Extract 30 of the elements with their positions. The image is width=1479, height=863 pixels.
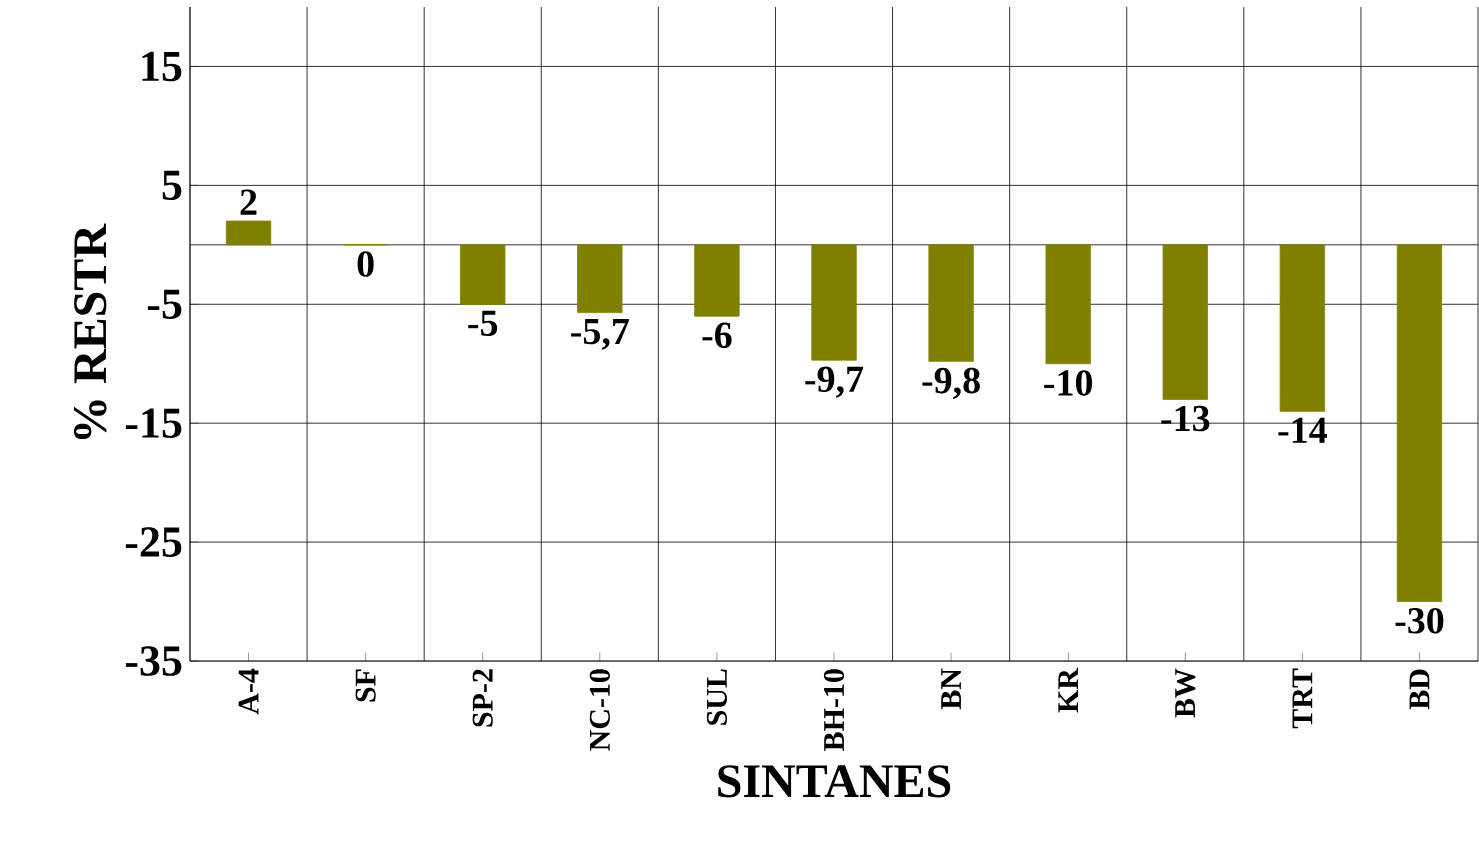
data-label: -30 bbox=[1395, 607, 1444, 634]
x-tick-label: BH-10 bbox=[823, 669, 845, 751]
data-label: -5 bbox=[468, 310, 498, 336]
x-tick-label: NC-10 bbox=[589, 669, 610, 751]
x-tick-label: KR bbox=[1058, 667, 1079, 713]
y-tick-label: -15 bbox=[125, 408, 182, 438]
x-tick-label: BD bbox=[1409, 669, 1430, 710]
data-label: 2 bbox=[240, 189, 257, 215]
data-label: -10 bbox=[1044, 370, 1093, 396]
x-tick-label: SUL bbox=[706, 669, 727, 725]
x-tick-label: SF bbox=[355, 669, 376, 702]
data-label: -5,7 bbox=[571, 319, 629, 350]
y-tick-label: -25 bbox=[125, 527, 182, 557]
data-label: -9,7 bbox=[805, 366, 864, 398]
x-tick-label: SP-2 bbox=[472, 669, 493, 727]
data-label: -14 bbox=[1278, 417, 1327, 443]
x-tick-label: A-4 bbox=[238, 668, 259, 715]
data-label: 0 bbox=[357, 251, 374, 277]
data-label: -9,8 bbox=[922, 367, 980, 399]
x-tick-label: BW bbox=[1175, 668, 1196, 718]
y-tick-label: 15 bbox=[142, 51, 182, 82]
y-tick-label: -5 bbox=[147, 289, 182, 319]
data-label: -6 bbox=[702, 322, 732, 349]
y-tick-label: -35 bbox=[125, 646, 182, 676]
x-tick-label: TRT bbox=[1292, 668, 1313, 729]
data-label: -13 bbox=[1161, 405, 1210, 432]
y-axis-title: % RESTR bbox=[73, 223, 107, 440]
x-axis-title: SINTANES bbox=[718, 765, 951, 798]
x-tick-label: BN bbox=[941, 668, 961, 710]
y-tick-label: 5 bbox=[162, 170, 182, 200]
